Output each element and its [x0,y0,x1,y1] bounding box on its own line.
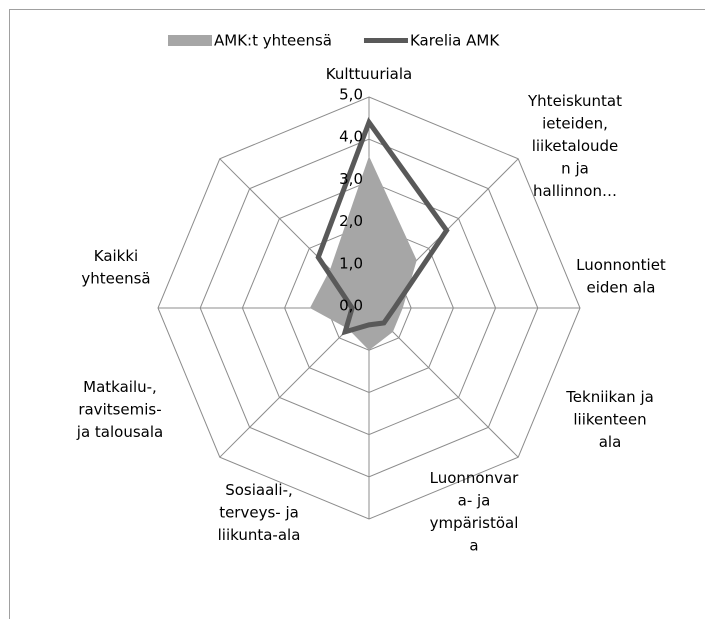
series-area [310,156,417,350]
legend-label: AMK:t yhteensä [214,32,332,50]
legend-swatch [168,35,212,46]
category-label: Kulttuuriala [326,65,412,83]
tick-label: 3,0 [339,170,363,188]
tick-label: 0,0 [339,297,363,315]
legend-label: Karelia AMK [410,32,500,50]
tick-label: 2,0 [339,212,363,230]
tick-label: 5,0 [339,86,363,104]
tick-label: 4,0 [339,128,363,146]
category-label: Matkailu-,ravitsemis-ja talousala [76,378,163,441]
tick-label: 1,0 [339,254,363,272]
